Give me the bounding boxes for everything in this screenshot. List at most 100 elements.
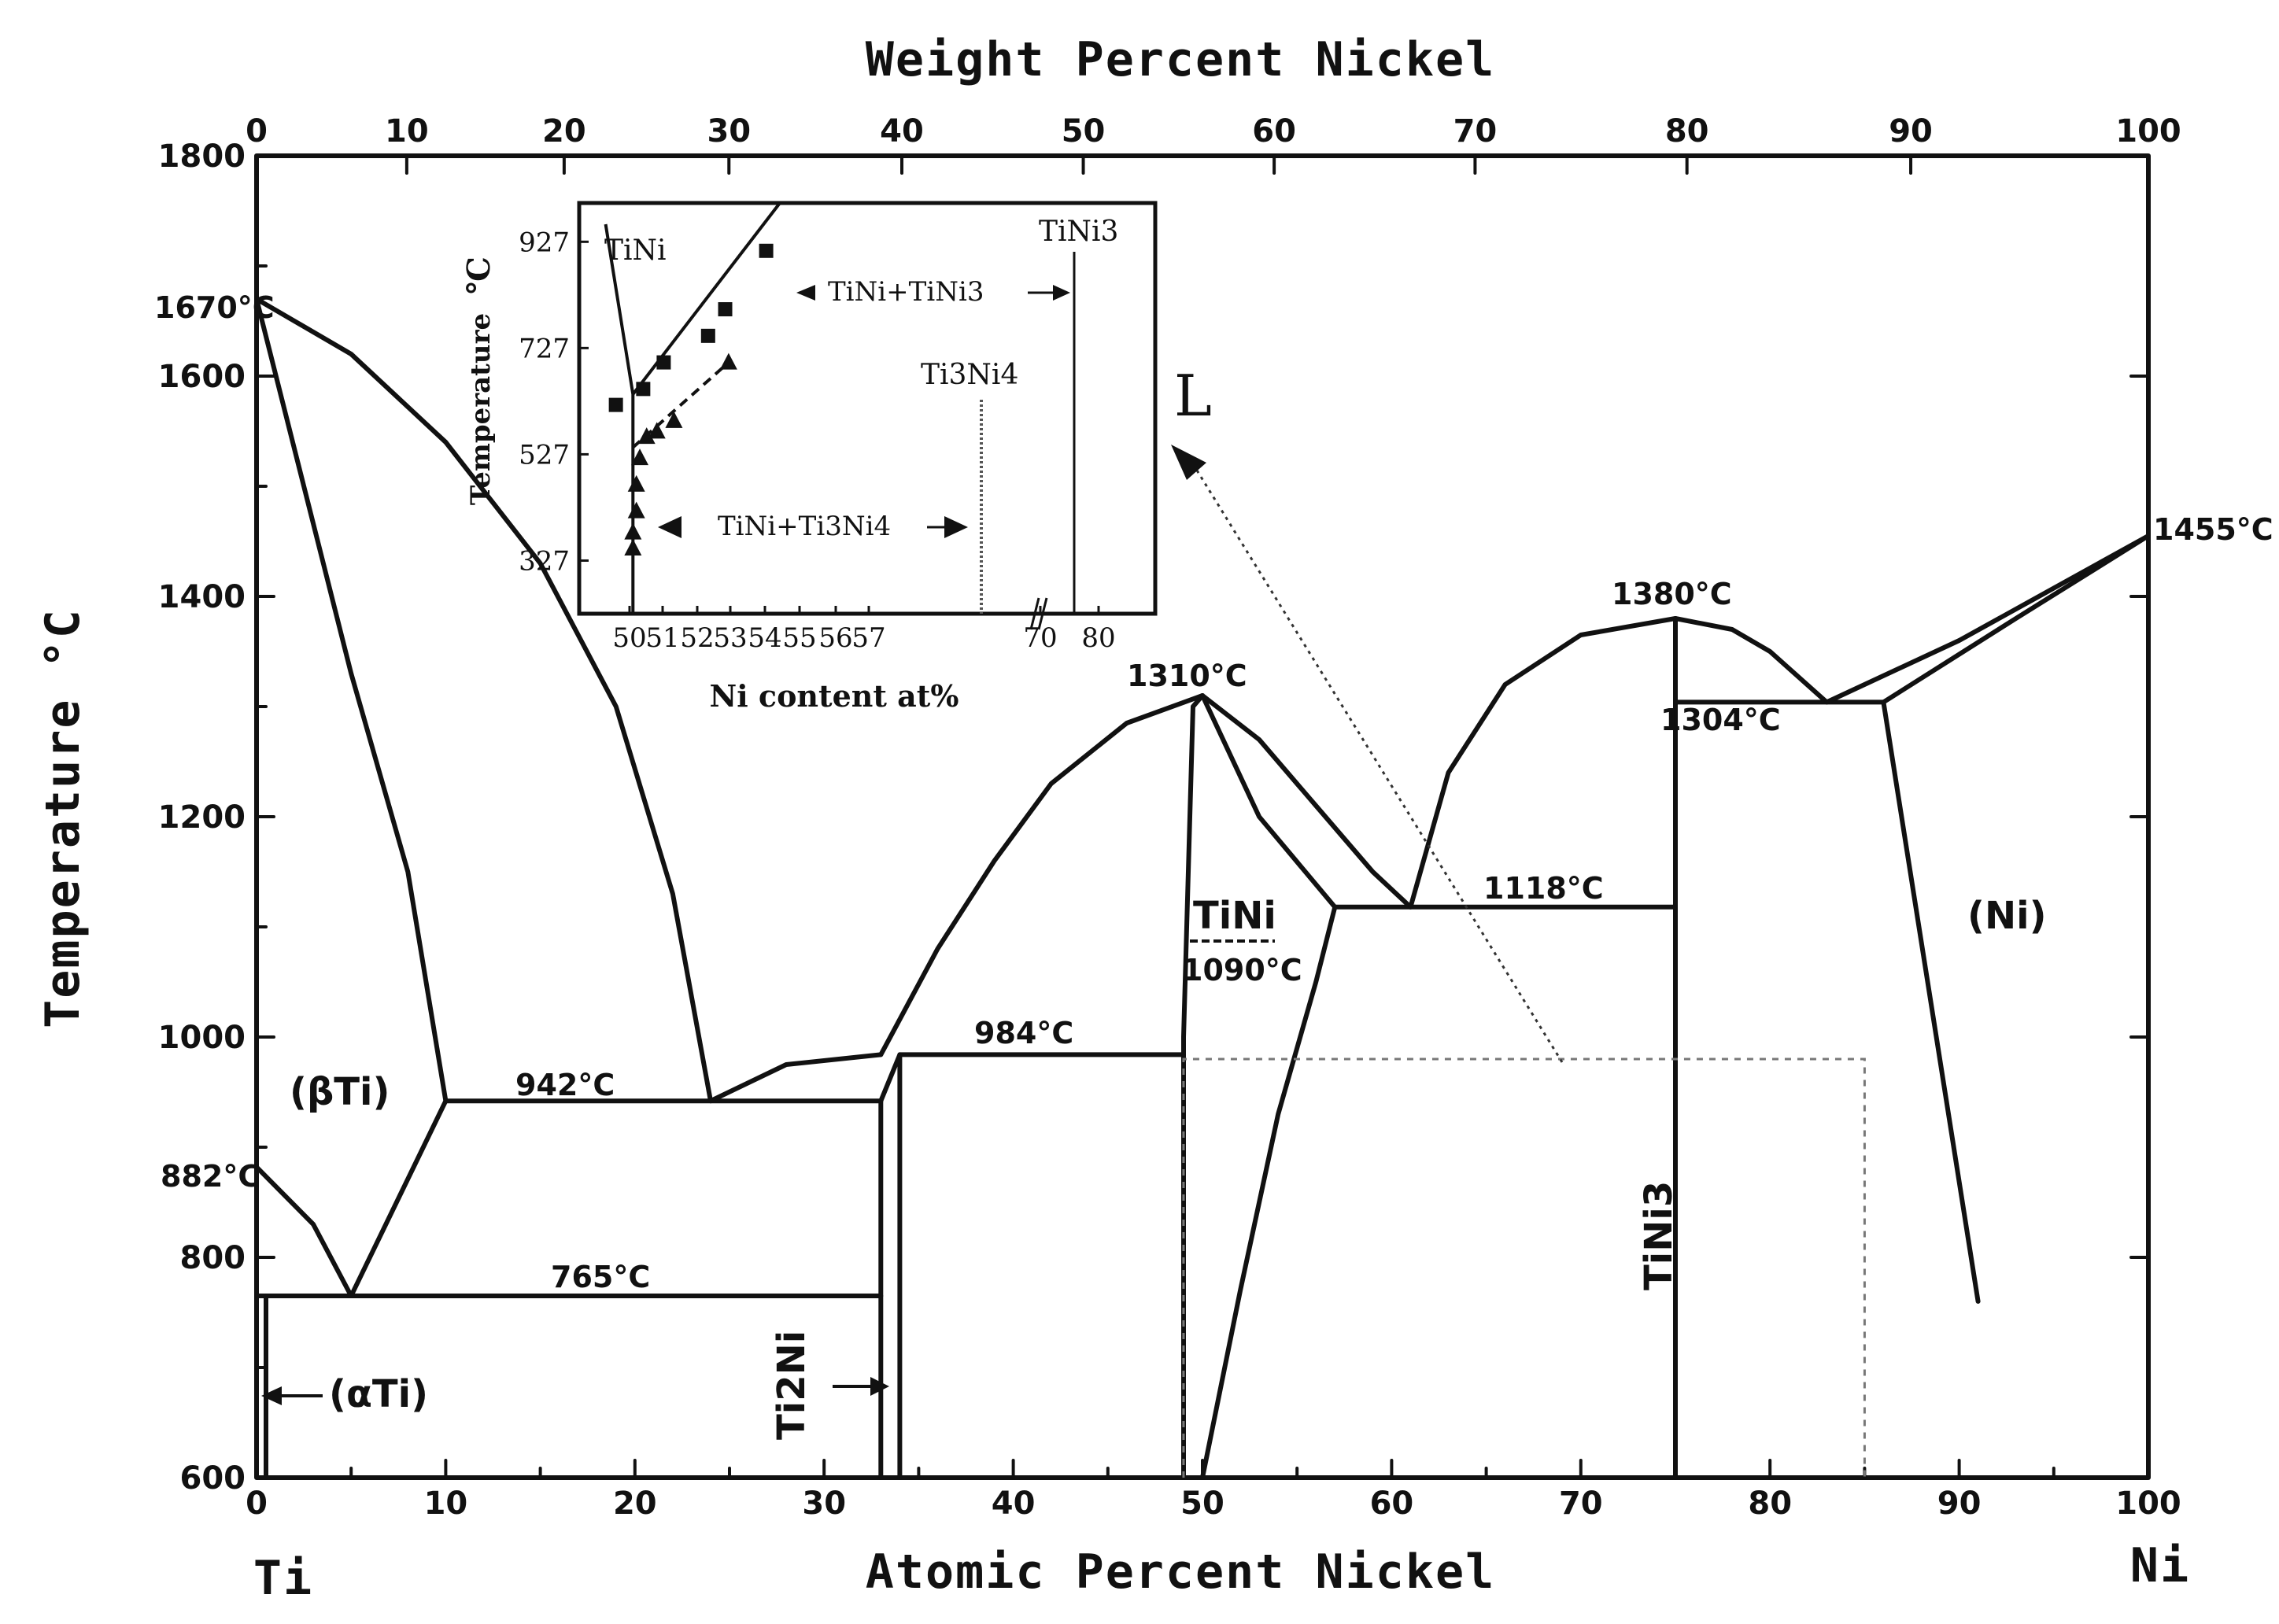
inset-label-ti3ni4: Ti3Ni4 [921, 359, 1018, 391]
corner-label-ti: Ti [253, 1551, 313, 1606]
solidus-beta-ti [254, 297, 449, 1104]
inset-triangle-point-3 [627, 474, 645, 492]
phase-beta-ti: (βTi) [290, 1070, 390, 1114]
left-axis-ticks: 600 800 1000 1200 1400 1600 1800 [158, 138, 2150, 1497]
inset-y-tick-label-927: 927 [519, 227, 570, 258]
inset-y-tick-label-327: 327 [519, 545, 570, 577]
liquidus-tini3-left [1408, 616, 1678, 910]
inset-x-tick-label-57: 57 [851, 622, 885, 654]
label-1304: 1304°C [1660, 703, 1781, 737]
tini-solidus-right [1200, 693, 1338, 910]
inset-x-tick-label-80: 80 [1081, 622, 1115, 654]
inset-triangle-point-1 [624, 522, 642, 540]
solidus-ni [1881, 533, 2151, 705]
inset-triangle-point-5 [637, 427, 656, 445]
inset-x-tick-label-52: 52 [680, 622, 714, 654]
x-tick-label-100: 100 [2115, 1486, 2181, 1522]
inset-y-title: Temperature [465, 313, 497, 505]
tini-solvus-right [1200, 904, 1338, 1480]
beta-transus-left [254, 1164, 354, 1298]
inset-x-title: Ni content at% [710, 678, 959, 714]
inset-arrow-left-1 [796, 285, 815, 301]
phase-liquid: L [1174, 363, 1212, 429]
label-1090: 1090°C [1182, 953, 1302, 987]
x2-tick-label-80: 80 [1665, 113, 1709, 149]
x2-tick-label-60: 60 [1252, 113, 1296, 149]
inset-triangle-point-4 [631, 448, 649, 466]
label-765: 765°C [551, 1260, 650, 1294]
label-984: 984°C [974, 1016, 1073, 1050]
x-tick-label-40: 40 [992, 1486, 1036, 1522]
x2-tick-label-50: 50 [1062, 113, 1106, 149]
x-tick-label-0: 0 [246, 1486, 268, 1522]
inset-square-point-0 [608, 397, 623, 412]
y-tick-label-600: 600 [180, 1460, 246, 1497]
inset-x-tick-label-51: 51 [645, 622, 679, 654]
y-tick-label-1000: 1000 [158, 1020, 246, 1056]
label-1118: 1118°C [1483, 871, 1604, 906]
liquidus-tini3-right [1673, 616, 1830, 705]
inset-arrow-right-1 [1053, 285, 1070, 301]
inset-arrow-right-2 [944, 516, 968, 538]
inset-axis-break-1 [1029, 597, 1040, 630]
x-tick-label-50: 50 [1180, 1486, 1224, 1522]
y-axis-title: Temperature °C [35, 608, 90, 1028]
phase-boundaries [254, 297, 2151, 1480]
top-axis-ticks: 0 10 20 30 40 50 60 70 80 90 100 [246, 113, 2181, 175]
x-tick-label-10: 10 [424, 1486, 468, 1522]
y-tick-label-1200: 1200 [158, 799, 246, 836]
liquidus-tini-left [878, 693, 1205, 1057]
x2-tick-label-70: 70 [1453, 113, 1498, 149]
x2-tick-label-10: 10 [385, 113, 429, 149]
inset-square-point-2 [656, 355, 671, 370]
y-tick-label-800: 800 [180, 1240, 246, 1276]
liquidus-ni [1824, 533, 2151, 705]
phase-tini: TiNi [1193, 894, 1276, 938]
label-882: 882°C [161, 1159, 260, 1194]
y-tick-label-1800: 1800 [158, 138, 246, 175]
liquidus-942-984 [708, 1052, 884, 1104]
label-1670: 1670°C [154, 290, 275, 325]
label-1380: 1380°C [1612, 577, 1732, 611]
pointer-arrowhead [1171, 445, 1206, 480]
top-axis-title: Weight Percent Nickel [866, 32, 1496, 87]
label-942: 942°C [515, 1068, 615, 1102]
inset-x-tick-label-56: 56 [818, 622, 852, 654]
beta-transus-right [349, 1098, 449, 1298]
label-1310: 1310°C [1127, 659, 1247, 693]
phase-tini3: TiNi3 [1637, 1181, 1681, 1290]
inset-data-points [608, 243, 774, 555]
inset-x-tick-label-54: 54 [748, 622, 781, 654]
inset-y-unit: ℃ [460, 257, 497, 294]
ti2ni-peritectic [878, 1052, 903, 1104]
x-tick-label-20: 20 [613, 1486, 657, 1522]
inset-region-tini-tini3: TiNi+TiNi3 [828, 276, 984, 308]
inset-x-tick-label-53: 53 [713, 622, 747, 654]
liquidus-ti-side [254, 297, 713, 1104]
x-tick-label-70: 70 [1559, 1486, 1603, 1522]
x2-tick-label-0: 0 [246, 113, 268, 149]
x2-tick-label-90: 90 [1889, 113, 1933, 149]
inset-axis-break-2 [1037, 597, 1048, 630]
inset-triangle-point-7 [665, 411, 683, 428]
dashed-region-box [1182, 1057, 1866, 1478]
x2-tick-label-30: 30 [707, 113, 751, 149]
inset-arrow-left-2 [658, 516, 681, 538]
inset-y-tick-label-727: 727 [519, 333, 570, 364]
inset-x-tick-label-50: 50 [612, 622, 646, 654]
x2-tick-label-40: 40 [880, 113, 924, 149]
inset-triangle-point-6 [648, 422, 666, 439]
inset-y-tick-label-527: 527 [519, 439, 570, 471]
inset-x-tick-label-55: 55 [782, 622, 816, 654]
x-tick-label-60: 60 [1370, 1486, 1414, 1522]
inset-square-point-3 [700, 328, 715, 343]
tini-solidus-left [1181, 693, 1205, 1480]
inset-square-point-4 [718, 302, 733, 317]
inset-label-tini: TiNi [604, 234, 667, 267]
inset-region-tini-ti3ni4: TiNi+Ti3Ni4 [718, 511, 891, 542]
bottom-axis-title: Atomic Percent Nickel [866, 1545, 1496, 1600]
x2-tick-label-20: 20 [542, 113, 586, 149]
